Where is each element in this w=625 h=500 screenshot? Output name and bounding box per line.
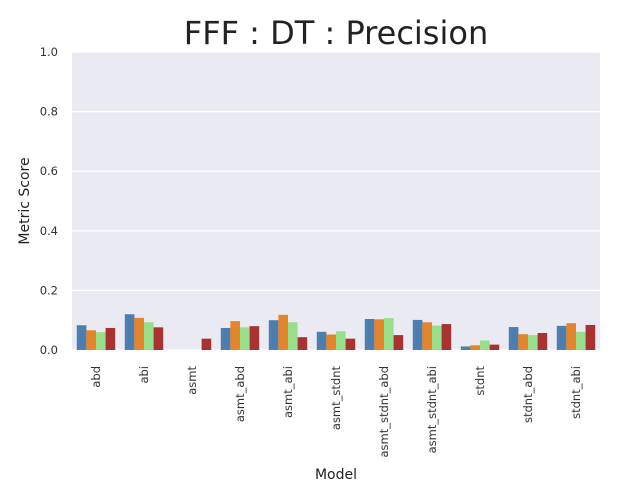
bar-stdnt-series-3 [480,340,490,350]
bar-asmt_stdnt_abi-series-4 [441,324,452,350]
bar-asmt_abi-series-2 [278,314,288,350]
bar-asmt_abd-series-3 [240,327,250,350]
bar-asmt_abi-series-4 [297,337,308,350]
bar-stdnt_abd-series-4 [537,333,548,350]
bar-stdnt_abi-series-4 [585,324,596,350]
bar-asmt-series-4 [201,338,212,350]
bar-asmt_stdnt_abd-series-3 [384,318,394,350]
x-tick-label: asmt_stdnt_abi [425,366,439,453]
bar-stdnt_abd-series-3 [528,335,538,350]
y-tick-label: 0.0 [40,343,58,357]
bars [76,314,596,350]
x-tick-label: stdnt [473,366,487,396]
bar-abi-series-2 [134,317,144,350]
bar-abd-series-3 [96,332,106,350]
bar-asmt_abi-series-1 [268,320,279,350]
x-tick-label: asmt [185,366,199,395]
bar-stdnt-series-4 [489,344,500,350]
x-axis-label: Model [315,467,357,483]
x-tick-label: abd [89,366,103,388]
y-tick-label: 0.8 [40,105,58,119]
bar-abi-series-1 [124,314,135,350]
x-tick-label: asmt_abd [233,366,247,422]
bar-abi-series-3 [144,322,154,350]
bar-asmt_stdnt-series-4 [345,338,356,350]
bar-asmt_abd-series-4 [249,326,260,350]
x-tick-label: stdnt_abd [521,366,535,423]
y-tick-labels: 0.0 0.2 0.4 0.6 0.8 1.0 [40,45,58,357]
bar-asmt_abd-series-1 [220,327,231,350]
bar-asmt_stdnt-series-2 [326,334,336,350]
y-tick-label: 0.6 [40,164,58,178]
bar-abd-series-1 [76,325,87,350]
bar-asmt_stdnt_abd-series-1 [364,319,375,350]
y-tick-label: 0.4 [40,224,58,238]
bar-stdnt_abi-series-2 [566,323,576,350]
bar-asmt_stdnt_abd-series-4 [393,335,404,350]
chart-title: FFF : DT : Precision [184,14,488,52]
x-tick-label: asmt_abi [281,366,295,418]
bar-asmt_stdnt_abd-series-2 [374,319,384,350]
y-axis-label: Metric Score [17,157,33,244]
y-tick-label: 1.0 [40,45,58,59]
bar-asmt_abd-series-2 [230,321,240,350]
bar-asmt_stdnt-series-1 [316,331,327,350]
bar-asmt_stdnt-series-3 [336,331,346,350]
x-tick-label: asmt_stdnt [329,366,343,431]
bar-stdnt-series-2 [470,345,480,350]
x-tick-label: asmt_stdnt_abd [377,366,391,458]
y-tick-label: 0.2 [40,283,58,297]
plot-area [72,52,600,350]
bar-stdnt_abi-series-3 [576,331,586,350]
x-tick-labels: abd abi asmt asmt_abd asmt_abi asmt_stdnt asmt… [89,366,583,458]
bar-asmt_stdnt_abi-series-2 [422,322,432,350]
bar-abd-series-2 [86,330,96,350]
bar-stdnt_abd-series-2 [518,334,528,350]
bar-abd-series-4 [105,327,116,350]
bar-stdnt_abi-series-1 [556,325,567,350]
x-tick-label: abi [137,366,151,384]
bar-asmt_stdnt_abi-series-3 [432,325,442,350]
bar-stdnt-series-1 [460,346,471,350]
bar-stdnt_abd-series-1 [508,327,519,350]
bar-abi-series-4 [153,327,164,350]
bar-asmt_abi-series-3 [288,322,298,350]
x-tick-label: stdnt_abi [569,366,583,419]
bar-asmt_stdnt_abi-series-1 [412,319,423,350]
